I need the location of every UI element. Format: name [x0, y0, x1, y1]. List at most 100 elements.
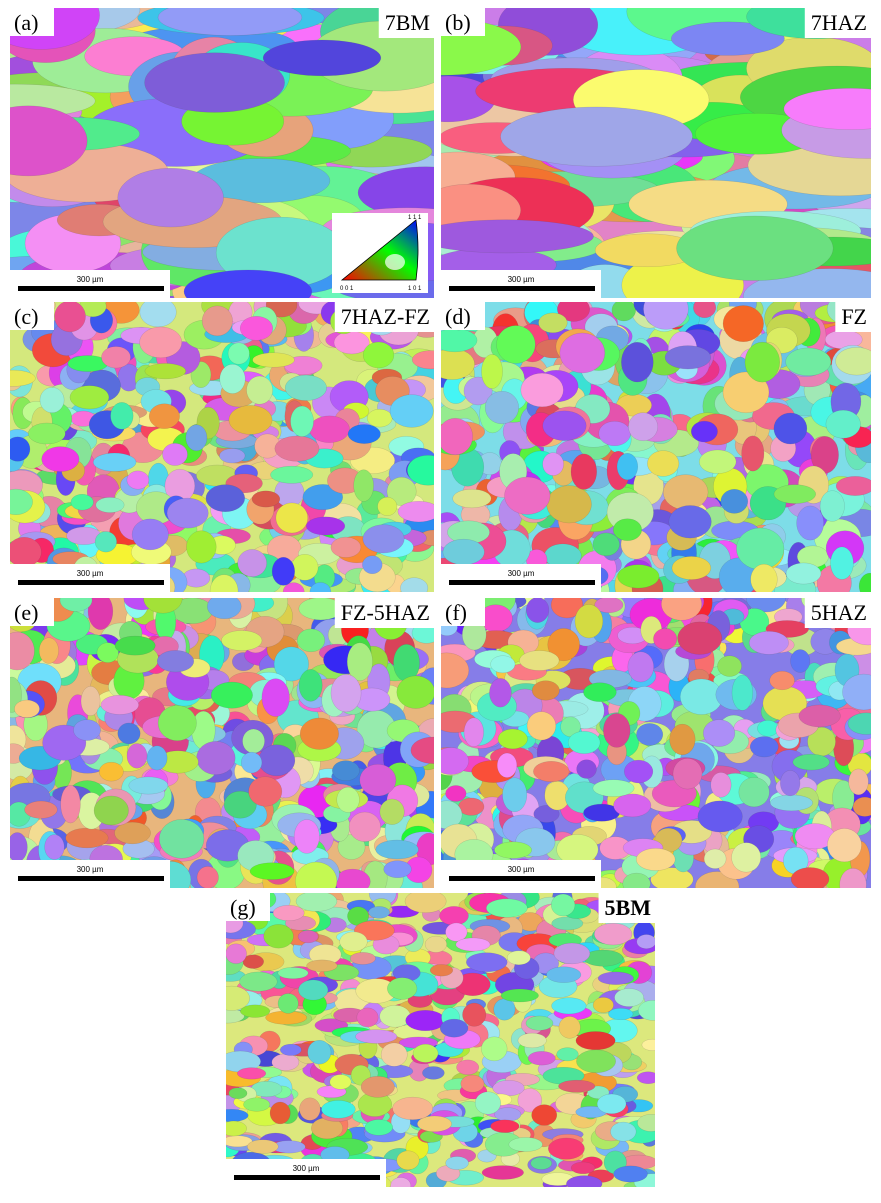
grain [749, 736, 779, 758]
grain [525, 598, 550, 623]
grain [858, 572, 871, 592]
grain [613, 793, 652, 818]
grain [463, 717, 484, 747]
letter-box [441, 8, 485, 36]
grain [41, 446, 80, 472]
grain [144, 52, 285, 113]
grain [110, 402, 134, 430]
grain [748, 631, 789, 655]
grain [368, 906, 390, 919]
grain [309, 415, 350, 443]
grain [148, 403, 180, 429]
grain [70, 494, 94, 511]
panel-label: 5HAZ [811, 600, 867, 625]
grain [126, 743, 148, 769]
grain [429, 964, 454, 977]
grain [583, 682, 617, 702]
grain [769, 670, 795, 691]
grain [796, 505, 824, 541]
grain [400, 577, 429, 592]
grain [653, 628, 678, 650]
grain [98, 761, 124, 782]
grain [10, 631, 35, 671]
grain [139, 326, 183, 359]
grain [603, 713, 631, 748]
grain [661, 598, 703, 621]
grain [298, 669, 323, 702]
grain [226, 943, 247, 964]
grain [506, 950, 531, 966]
grain [456, 1059, 480, 1076]
grain [517, 1088, 542, 1113]
grain [637, 1114, 655, 1132]
grain [329, 1074, 352, 1090]
grain [297, 930, 319, 944]
grain [547, 628, 580, 662]
scale-text: 300 µm [77, 275, 104, 284]
grain [614, 988, 644, 1007]
grain [293, 819, 320, 854]
grain [557, 302, 590, 322]
grain [627, 651, 654, 683]
grain [210, 681, 253, 709]
grain [290, 405, 314, 437]
ebsd-panel: (e) FZ-5HAZ 300 µm [10, 598, 434, 888]
grain [722, 371, 770, 414]
grain [490, 1119, 520, 1133]
grain [481, 1165, 524, 1180]
grain [616, 453, 639, 481]
grain [635, 848, 676, 871]
grain [647, 450, 680, 477]
grain [10, 488, 33, 515]
grain [284, 374, 327, 401]
grain [736, 527, 785, 570]
grain [273, 646, 309, 682]
grain [643, 302, 689, 330]
grain [621, 341, 654, 383]
grain [550, 598, 584, 619]
grain [295, 893, 338, 912]
grain [798, 704, 841, 728]
grain [519, 650, 560, 671]
panel-label: 7BM [385, 10, 430, 35]
grain [362, 555, 383, 575]
grain [96, 642, 119, 663]
grain [307, 1040, 332, 1065]
grain [185, 424, 208, 452]
grain [697, 800, 743, 833]
grain [334, 868, 371, 888]
grain [671, 556, 712, 580]
label-box [835, 302, 871, 332]
grain [143, 598, 183, 614]
grain [240, 751, 263, 774]
grain [157, 8, 303, 36]
grain [390, 1177, 412, 1187]
grain [330, 674, 362, 713]
scale-bar [18, 876, 164, 881]
grain [44, 834, 65, 860]
grain [612, 518, 642, 541]
grain [780, 770, 801, 797]
grain [530, 1156, 553, 1170]
panel-letter: (g) [230, 895, 256, 920]
grain [558, 1079, 596, 1093]
panel-label: 7HAZ [811, 10, 867, 35]
grain [356, 1007, 379, 1028]
grain [291, 554, 319, 581]
letter-box [10, 302, 54, 330]
grain [504, 476, 551, 515]
grain [455, 937, 491, 952]
grain [87, 598, 114, 630]
grain [553, 942, 591, 965]
grain [611, 302, 636, 322]
grain [731, 674, 754, 711]
panel-letter: (a) [14, 10, 38, 35]
grain [209, 574, 239, 592]
grain [226, 1120, 247, 1137]
grain [306, 959, 338, 972]
grain [277, 993, 299, 1014]
grain [490, 655, 516, 674]
grain [744, 341, 780, 383]
grain [570, 1161, 596, 1175]
grain [493, 998, 516, 1021]
